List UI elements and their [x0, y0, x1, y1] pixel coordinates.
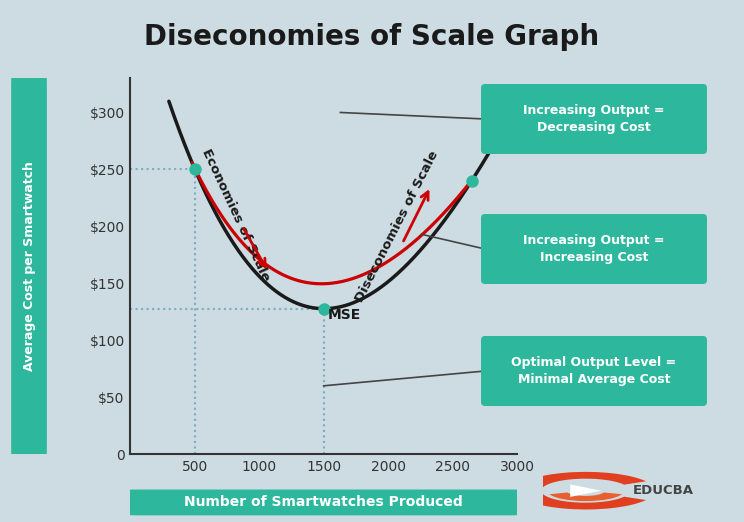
- Text: Number of Smartwatches Produced: Number of Smartwatches Produced: [185, 495, 463, 509]
- Text: Diseconomies of Scale: Diseconomies of Scale: [353, 148, 441, 304]
- Text: Economies of Scale: Economies of Scale: [199, 147, 272, 283]
- Polygon shape: [570, 484, 601, 497]
- Wedge shape: [549, 492, 622, 501]
- FancyBboxPatch shape: [481, 84, 707, 154]
- Text: Increasing Output =
Increasing Cost: Increasing Output = Increasing Cost: [523, 234, 664, 264]
- FancyBboxPatch shape: [481, 336, 707, 406]
- Text: Optimal Output Level =
Minimal Average Cost: Optimal Output Level = Minimal Average C…: [511, 356, 676, 386]
- Text: Increasing Output =
Decreasing Cost: Increasing Output = Decreasing Cost: [523, 104, 664, 134]
- Text: EDUCBA: EDUCBA: [632, 484, 693, 497]
- Text: MSE: MSE: [328, 308, 362, 322]
- FancyBboxPatch shape: [481, 214, 707, 284]
- Text: Average Cost per Smartwatch: Average Cost per Smartwatch: [22, 161, 36, 371]
- Wedge shape: [516, 472, 646, 509]
- FancyBboxPatch shape: [11, 67, 47, 466]
- FancyBboxPatch shape: [118, 490, 529, 515]
- Text: Diseconomies of Scale Graph: Diseconomies of Scale Graph: [144, 23, 600, 52]
